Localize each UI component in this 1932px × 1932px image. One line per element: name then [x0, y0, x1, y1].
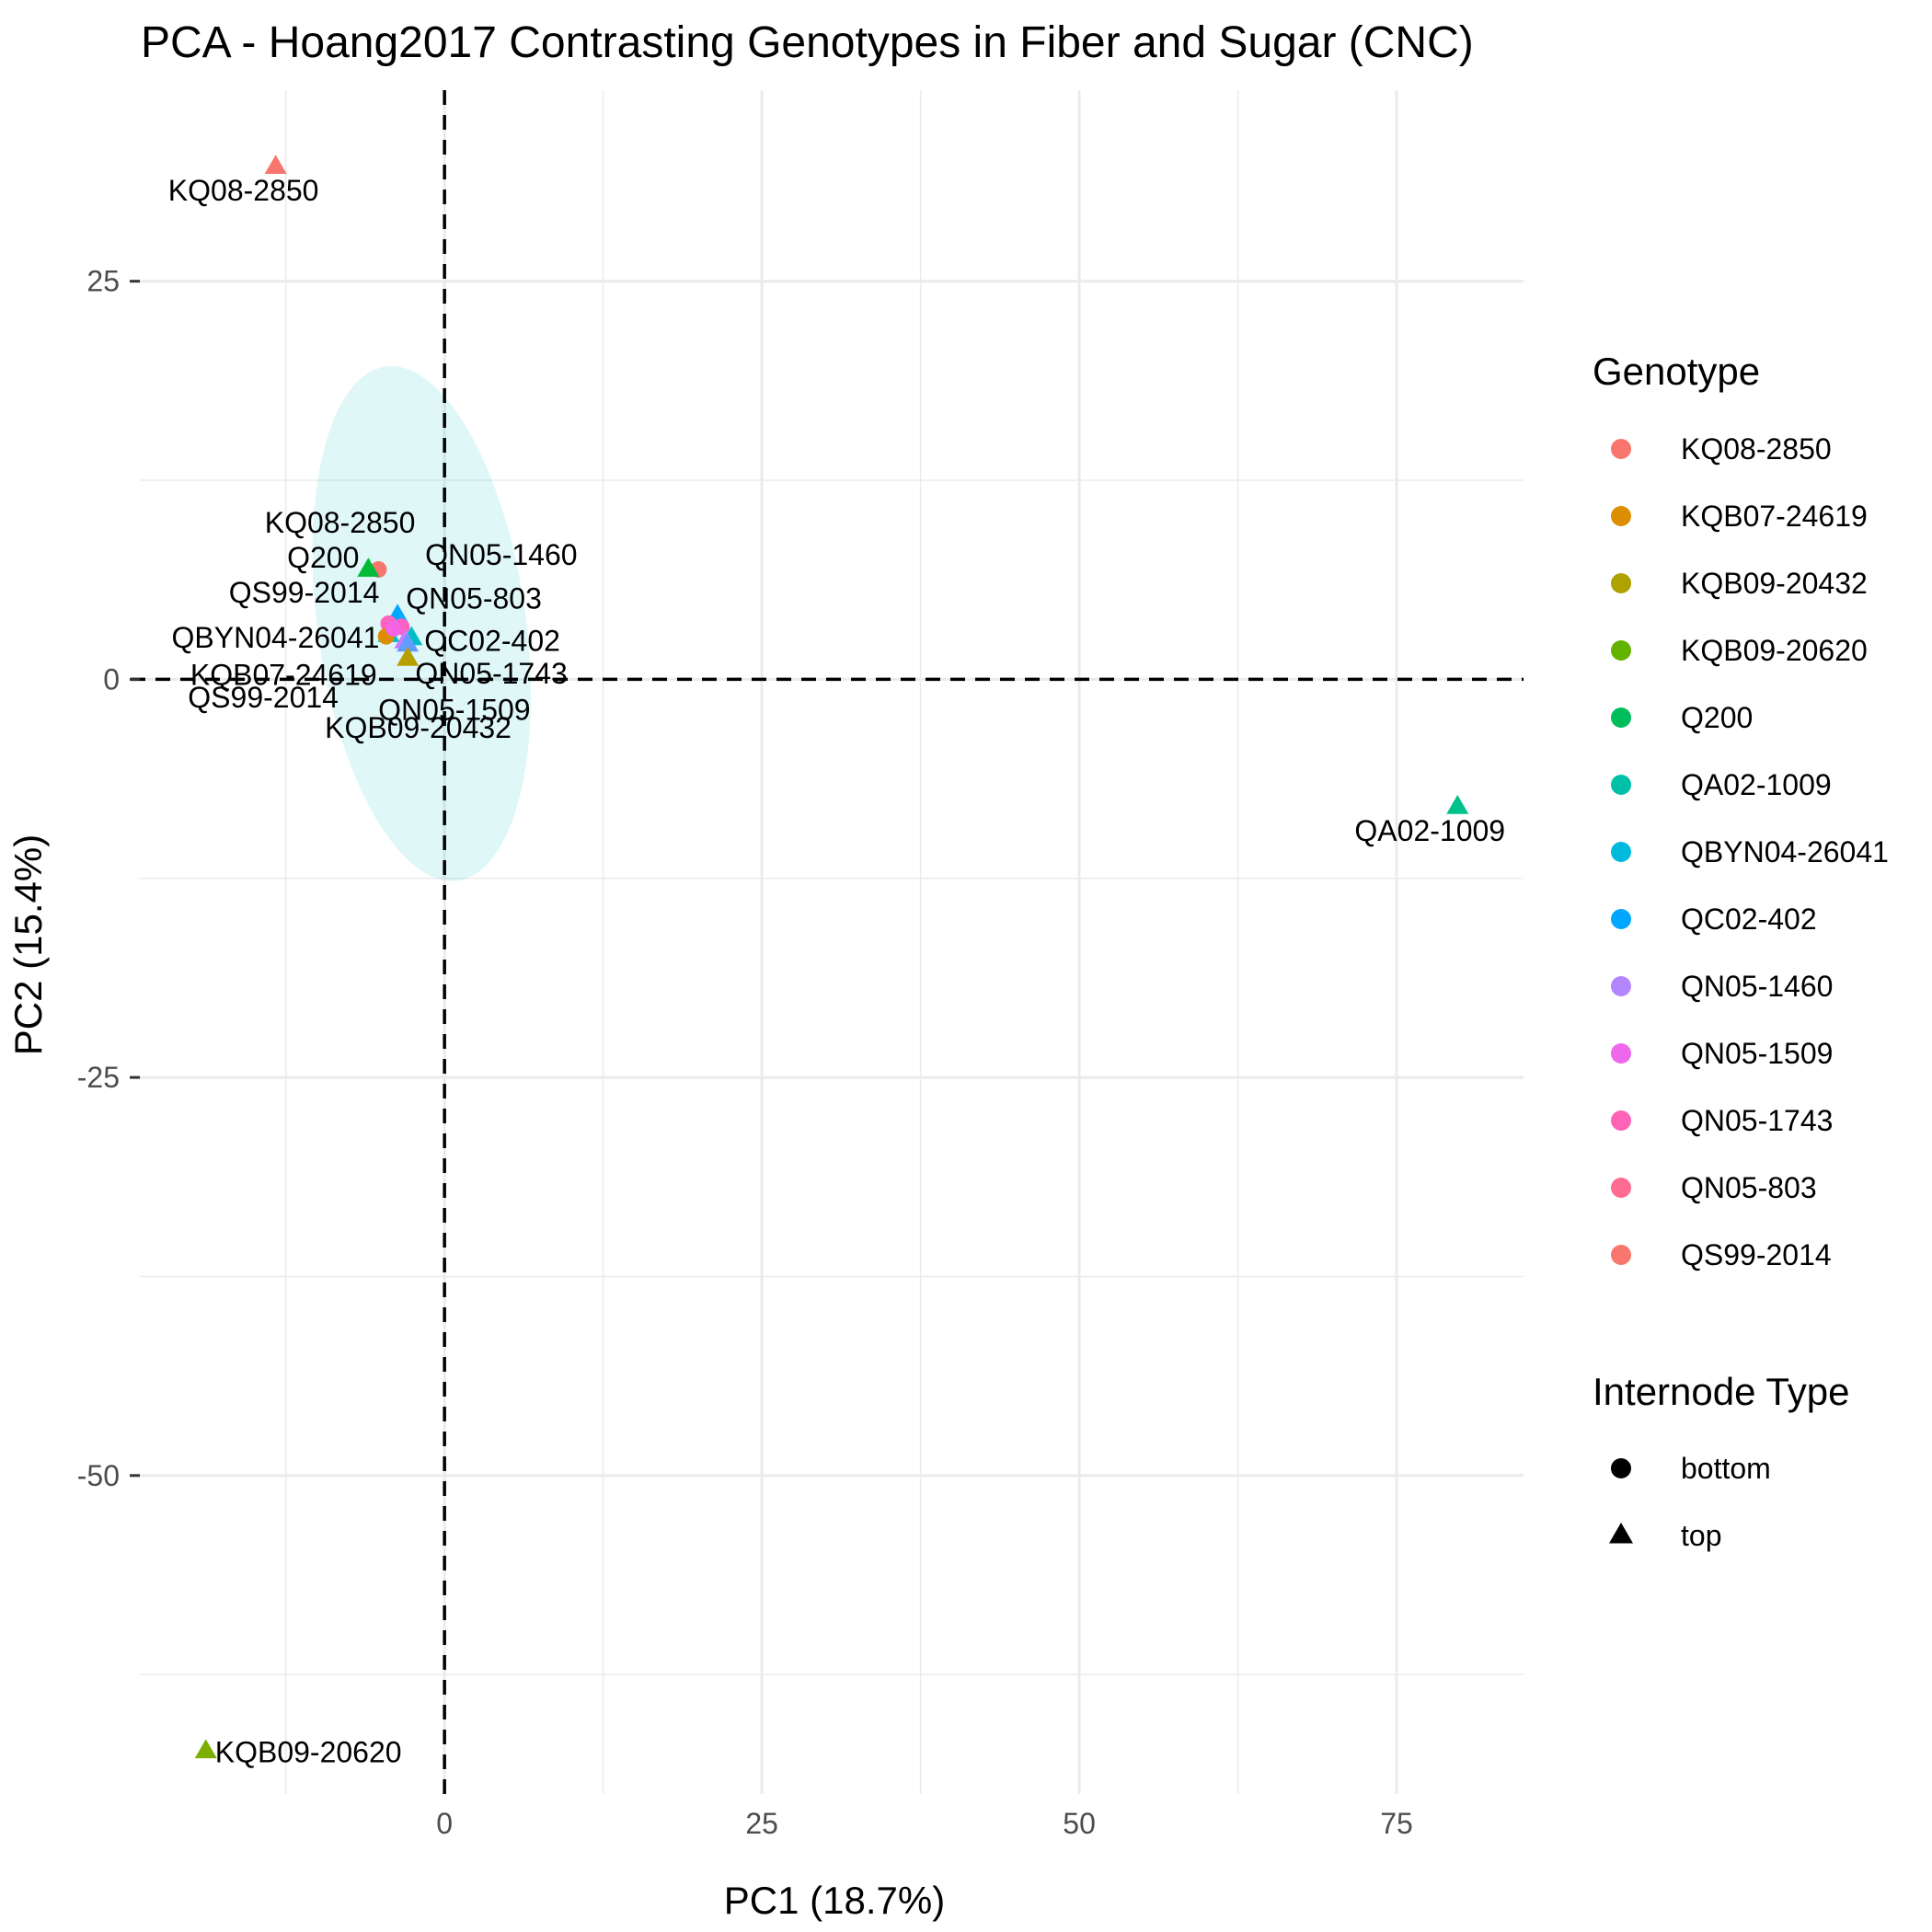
- legend-genotype-swatch: [1611, 842, 1631, 862]
- x-tick-label: 0: [436, 1807, 453, 1840]
- point-label: QN05-803: [406, 581, 542, 615]
- legend-genotype-label: QBYN04-26041: [1681, 835, 1889, 868]
- y-tick-label: 25: [86, 265, 120, 298]
- point-label: QBYN04-26041: [172, 621, 380, 654]
- legend-genotype-swatch: [1611, 1178, 1631, 1198]
- chart-title: PCA - Hoang2017 Contrasting Genotypes in…: [141, 18, 1474, 67]
- point-label: QS99-2014: [229, 576, 380, 609]
- legend-genotype-swatch: [1611, 976, 1631, 996]
- data-point-circle: [385, 620, 402, 638]
- data-point-triangle: [194, 1739, 217, 1759]
- point-label: QN05-1460: [425, 538, 577, 571]
- point-label: KQB09-20620: [215, 1735, 402, 1768]
- x-tick-label: 75: [1380, 1807, 1413, 1840]
- x-axis: 0 25 50 75: [436, 1807, 1413, 1840]
- legend-shape-items: bottom top: [1609, 1452, 1771, 1552]
- legend-genotype-items: KQ08-2850 KQB07-24619 KQB09-20432 KQB09-206…: [1611, 432, 1889, 1271]
- legend-genotype-label: QS99-2014: [1681, 1238, 1832, 1271]
- legend-genotype-swatch: [1611, 439, 1631, 459]
- legend-genotype-label: KQ08-2850: [1681, 432, 1832, 466]
- legend-shape-triangle: [1609, 1523, 1633, 1544]
- legend-genotype-swatch: [1611, 1043, 1631, 1064]
- x-axis-title: PC1 (18.7%): [724, 1879, 945, 1922]
- confidence-ellipse: [312, 366, 532, 881]
- point-label: KQ08-2850: [265, 506, 416, 539]
- point-label: KQ08-2850: [168, 174, 319, 207]
- point-label: QS99-2014: [188, 681, 339, 714]
- legend-shape-label: bottom: [1681, 1452, 1771, 1485]
- legend-genotype-swatch: [1611, 573, 1631, 593]
- data-point-triangle: [264, 155, 287, 174]
- point-labels: KQ08-2850QA02-1009KQB09-20620KQ08-2850Q2…: [168, 174, 1505, 1768]
- confidence-ellipse-layer: [312, 366, 532, 881]
- legend-genotype-label: QN05-1743: [1681, 1104, 1833, 1137]
- legend-genotype-swatch: [1611, 1110, 1631, 1131]
- plot-area: KQ08-2850QA02-1009KQB09-20620KQ08-2850Q2…: [131, 90, 1524, 1794]
- point-label: QA02-1009: [1354, 814, 1505, 847]
- legend-genotype-label: KQB07-24619: [1681, 500, 1868, 533]
- legend-genotype-swatch: [1611, 506, 1631, 526]
- data-point-triangle: [397, 632, 420, 652]
- y-tick-label: -50: [77, 1459, 120, 1492]
- legend-genotype-label: QA02-1009: [1681, 768, 1832, 801]
- legend-genotype-label: Q200: [1681, 701, 1753, 734]
- legend-shape-circle: [1611, 1458, 1631, 1478]
- grid: [140, 90, 1524, 1794]
- legend-genotype-swatch: [1611, 775, 1631, 795]
- legend-genotype-label: QN05-1460: [1681, 970, 1833, 1003]
- legend-genotype-label: KQB09-20432: [1681, 567, 1868, 600]
- legend-genotype-swatch: [1611, 1245, 1631, 1265]
- legend-genotype-label: QC02-402: [1681, 903, 1817, 936]
- point-label: QN05-1743: [415, 657, 567, 690]
- legend-genotype-swatch: [1611, 640, 1631, 661]
- legend-genotype-label: QN05-803: [1681, 1171, 1817, 1204]
- legend-genotype-label: KQB09-20620: [1681, 634, 1868, 667]
- data-point-triangle: [357, 558, 380, 577]
- point-label: KQB07-24619: [190, 659, 377, 692]
- legend-genotype-title: Genotype: [1593, 350, 1760, 393]
- data-points: [194, 155, 1469, 1759]
- point-label: QC02-402: [424, 624, 560, 657]
- legend-genotype-swatch: [1611, 909, 1631, 929]
- point-label: KQB09-20432: [325, 711, 512, 744]
- legend: Genotype KQ08-2850 KQB07-24619 KQB09-20432…: [1593, 350, 1889, 1552]
- y-axis-title: PC2 (15.4%): [6, 834, 50, 1055]
- data-point-triangle: [1446, 794, 1469, 814]
- data-point-triangle: [397, 647, 420, 666]
- x-tick-label: 25: [745, 1807, 778, 1840]
- legend-shape-label: top: [1681, 1519, 1721, 1552]
- legend-genotype-label: QN05-1509: [1681, 1037, 1833, 1070]
- legend-genotype-swatch: [1611, 707, 1631, 728]
- y-tick-label: -25: [77, 1061, 120, 1094]
- x-tick-label: 50: [1063, 1807, 1096, 1840]
- y-tick-label: 0: [103, 662, 120, 696]
- point-label: QN05-1509: [378, 693, 530, 726]
- point-label: Q200: [287, 541, 359, 574]
- y-axis: 25 0 -25 -50: [77, 265, 140, 1492]
- reference-lines: [131, 90, 1524, 1794]
- legend-shape-title: Internode Type: [1593, 1370, 1849, 1413]
